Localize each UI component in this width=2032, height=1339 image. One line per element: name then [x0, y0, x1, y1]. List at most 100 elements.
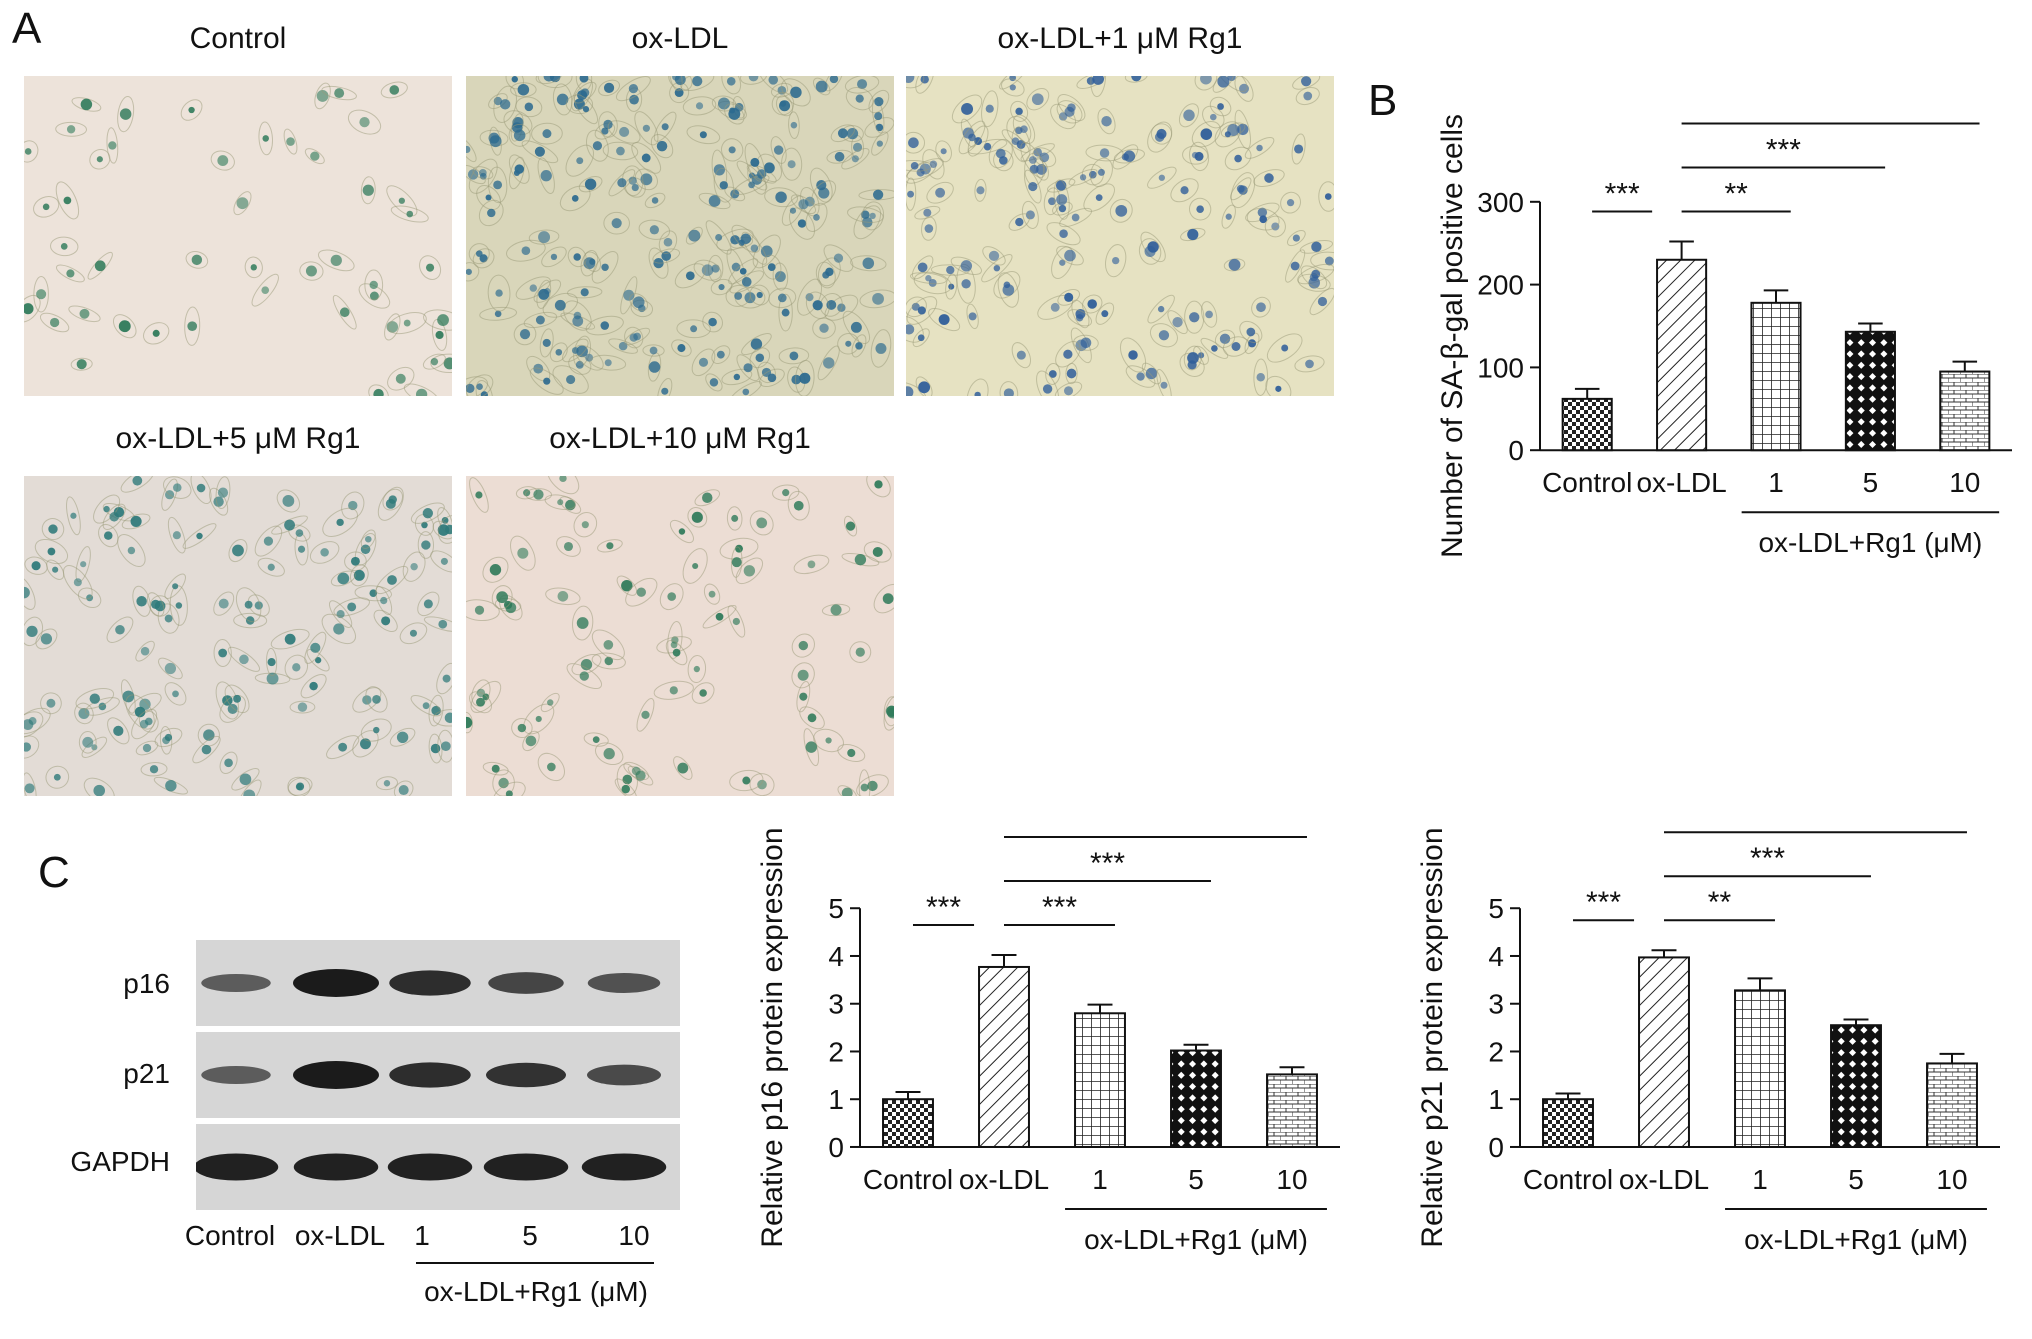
cell-outline — [209, 487, 229, 516]
stained-nucleus — [373, 726, 380, 734]
stained-nucleus — [540, 170, 552, 182]
stained-nucleus — [243, 789, 256, 796]
cell-outline — [33, 275, 49, 313]
stained-nucleus — [396, 731, 409, 744]
stained-nucleus — [938, 314, 950, 326]
stained-nucleus — [1015, 107, 1023, 116]
cell-outline — [235, 587, 262, 623]
stained-nucleus — [995, 148, 1006, 159]
stained-nucleus — [886, 705, 894, 717]
stained-nucleus — [874, 480, 883, 489]
x-tick-label: 5 — [1188, 1164, 1204, 1195]
stained-nucleus — [529, 284, 538, 292]
stained-nucleus — [1128, 350, 1138, 360]
stained-nucleus — [286, 137, 295, 146]
stained-nucleus — [750, 338, 763, 350]
stained-nucleus — [825, 737, 832, 744]
cell-outline — [135, 740, 159, 756]
cell-outline — [509, 535, 536, 571]
stained-nucleus — [297, 702, 308, 712]
stained-nucleus — [563, 541, 574, 552]
stained-nucleus — [533, 489, 544, 500]
cell-outline — [864, 117, 894, 138]
cell-outline — [299, 261, 324, 281]
cell-outline — [1214, 121, 1242, 148]
stained-nucleus — [742, 388, 750, 396]
stained-nucleus — [217, 487, 229, 498]
stained-nucleus — [353, 569, 365, 581]
cell-outline — [1170, 178, 1199, 203]
cell-outline — [1055, 341, 1081, 368]
cell-outline — [135, 640, 155, 662]
stained-nucleus — [550, 253, 558, 261]
stained-nucleus — [929, 160, 938, 169]
cell-outline — [691, 682, 715, 704]
x-tick-label: 5 — [1848, 1164, 1864, 1195]
cell-outline — [966, 378, 989, 396]
stained-nucleus — [1264, 173, 1274, 183]
y-axis-label: Relative p21 protein expression — [1416, 827, 1449, 1247]
cell-outline — [341, 491, 365, 520]
stained-nucleus — [702, 492, 713, 503]
stained-nucleus — [695, 102, 704, 110]
cell-outline — [830, 124, 856, 143]
cell-outline — [66, 496, 81, 536]
cell-outline — [627, 765, 654, 786]
stained-nucleus — [604, 656, 613, 666]
stained-nucleus — [542, 338, 551, 347]
stained-nucleus — [466, 716, 473, 729]
cell-outline — [192, 735, 221, 764]
cell-outline — [823, 244, 854, 272]
stained-nucleus — [514, 164, 525, 174]
cell-outline — [102, 503, 126, 530]
stained-nucleus — [555, 348, 563, 356]
stained-nucleus — [1076, 314, 1084, 322]
cell-outline — [859, 289, 894, 309]
stained-nucleus — [935, 187, 946, 198]
cell-outline — [819, 293, 843, 317]
cell-outline — [513, 323, 537, 346]
cell-outline — [1124, 76, 1148, 83]
cell-outline — [377, 486, 404, 521]
cell-outline — [537, 752, 565, 782]
cell-outline — [682, 548, 708, 584]
cell-outline — [402, 551, 426, 582]
stained-nucleus — [584, 178, 597, 190]
cell-outline — [487, 274, 511, 312]
cell-outline — [227, 646, 261, 672]
cell-outline — [309, 541, 340, 564]
blot-band — [389, 1062, 471, 1088]
cell-outline — [466, 376, 489, 396]
cell-outline — [791, 662, 815, 689]
stained-nucleus — [557, 590, 569, 602]
cell-outline — [1147, 121, 1173, 153]
cell-outline — [523, 703, 555, 735]
x-tick-label: 5 — [1863, 467, 1879, 498]
stained-nucleus — [398, 785, 409, 796]
stained-nucleus — [310, 642, 321, 653]
stained-nucleus — [1227, 76, 1236, 82]
x-tick-label: Control — [1542, 467, 1632, 498]
stained-nucleus — [872, 546, 883, 557]
cell-outline — [117, 534, 146, 568]
stained-nucleus — [485, 194, 492, 201]
stained-nucleus — [732, 617, 740, 626]
cell-outline — [330, 570, 356, 587]
cell-outline — [615, 76, 651, 102]
y-tick-label: 0 — [828, 1132, 844, 1163]
cell-outline — [1141, 362, 1162, 385]
cell-outline — [89, 148, 111, 170]
western-blot — [196, 940, 680, 1210]
stained-nucleus — [1048, 370, 1057, 378]
cell-outline — [125, 694, 155, 730]
bar-5 — [1830, 1024, 1882, 1148]
cell-outline — [143, 322, 170, 345]
cell-outline — [523, 311, 558, 329]
stained-nucleus — [1123, 150, 1136, 162]
blot-band — [293, 969, 379, 997]
cell-outline — [314, 82, 331, 110]
cell-outline — [771, 92, 795, 116]
cell-outline — [251, 273, 279, 307]
cell-outline — [693, 259, 722, 281]
stained-nucleus — [798, 640, 809, 651]
